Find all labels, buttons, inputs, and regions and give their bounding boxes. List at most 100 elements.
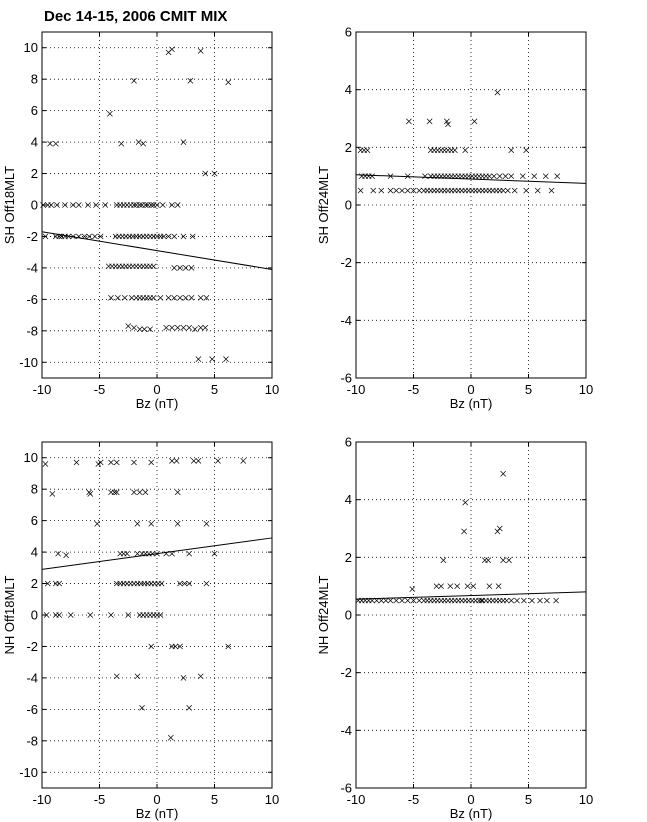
y-tick-label: 2 (345, 550, 352, 565)
data-point (128, 294, 135, 301)
data-point (534, 187, 541, 194)
data-point (154, 202, 160, 208)
data-point (148, 643, 155, 650)
data-point (163, 550, 170, 557)
data-point (180, 675, 187, 681)
data-point (404, 187, 411, 194)
data-point (97, 459, 104, 466)
data-point (211, 170, 218, 177)
data-point (177, 580, 183, 587)
data-point (182, 294, 189, 301)
chart-panel-4: -10 -5 0 5 10 -6 -4 -2 0 2 4 6 Bz (nT) NH Off24MLT (316, 435, 593, 822)
data-point (86, 489, 92, 496)
y-tick-label: 10 (24, 450, 38, 465)
data-point (195, 458, 202, 464)
data-point (387, 173, 394, 180)
x-tick-label: -10 (347, 792, 366, 807)
data-point (42, 461, 49, 467)
data-point (462, 499, 469, 506)
data-point (134, 673, 141, 680)
y-tick-label: -10 (19, 765, 38, 780)
chart-panel-1: -10 -5 0 5 10 -10 -8 -6 -4 -2 0 2 4 6 8 10 Bz (nT) SH Off… (2, 31, 279, 411)
data-point (203, 294, 210, 301)
data-point (121, 294, 128, 301)
data-point (454, 583, 461, 590)
data-point (180, 324, 187, 331)
data-point (131, 77, 137, 84)
data-point (203, 580, 210, 587)
data-point (514, 597, 520, 604)
data-point (416, 597, 423, 604)
data-point (369, 597, 375, 604)
chart-panel-2: -10 -5 0 5 10 -6 -4 -2 0 2 4 6 Bz (nT) SH Off24MLT (316, 25, 593, 412)
data-point (163, 324, 170, 331)
y-tick-label: 6 (31, 103, 38, 118)
data-point (172, 643, 179, 650)
data-point (197, 324, 204, 331)
data-point (173, 458, 180, 464)
data-point (500, 187, 507, 194)
y-tick-label: 4 (345, 492, 352, 507)
data-point (531, 173, 538, 180)
data-point (187, 77, 194, 84)
y-tick-label: -8 (26, 733, 38, 748)
data-point (406, 118, 412, 125)
data-point (85, 202, 91, 208)
data-point (461, 528, 467, 535)
x-tick-label: -5 (94, 792, 106, 807)
data-point (188, 265, 195, 271)
y-tick-label: 8 (31, 72, 38, 87)
data-point (433, 583, 440, 590)
data-point (202, 324, 209, 331)
data-point (158, 580, 165, 587)
x-tick-label: 10 (579, 792, 593, 807)
data-point (202, 170, 209, 177)
data-point (108, 459, 114, 466)
data-point (165, 294, 172, 301)
x-axis-label: Bz (nT) (450, 396, 493, 411)
data-point (125, 612, 132, 618)
data-point (108, 612, 114, 618)
y-tick-label: -4 (26, 260, 38, 275)
data-point (62, 202, 68, 208)
data-point (118, 140, 125, 147)
data-point (42, 233, 49, 240)
y-tick-label: 0 (345, 198, 352, 213)
data-point (440, 557, 447, 564)
data-point (511, 187, 518, 194)
data-point (75, 202, 82, 208)
data-point (203, 520, 210, 527)
data-point (54, 202, 60, 208)
data-point (223, 356, 229, 362)
data-point (92, 233, 98, 240)
data-point (369, 173, 375, 180)
data-point (157, 612, 164, 618)
y-tick-label: -6 (340, 371, 352, 386)
data-point (150, 263, 157, 270)
data-point (378, 187, 385, 194)
data-point (87, 612, 94, 618)
data-point (211, 550, 218, 557)
x-tick-label: -5 (94, 382, 106, 397)
y-tick-label: 2 (31, 166, 38, 181)
data-point (438, 583, 444, 590)
data-point (502, 173, 509, 180)
data-point (529, 597, 535, 604)
data-point (139, 704, 145, 711)
data-point (496, 525, 503, 532)
data-point (171, 294, 178, 301)
data-point (131, 459, 137, 466)
y-tick-label: 4 (31, 545, 38, 560)
data-point (171, 265, 178, 271)
y-tick-label: -2 (26, 639, 38, 654)
y-axis-label: SH Off18MLT (2, 166, 17, 244)
data-point (240, 458, 247, 464)
data-point (500, 470, 507, 477)
x-tick-label: -5 (408, 382, 420, 397)
data-point (49, 491, 56, 497)
data-point (495, 583, 502, 590)
data-point (186, 580, 193, 587)
data-point (182, 265, 189, 271)
data-point (86, 233, 92, 240)
x-axis-label: Bz (nT) (450, 806, 493, 821)
